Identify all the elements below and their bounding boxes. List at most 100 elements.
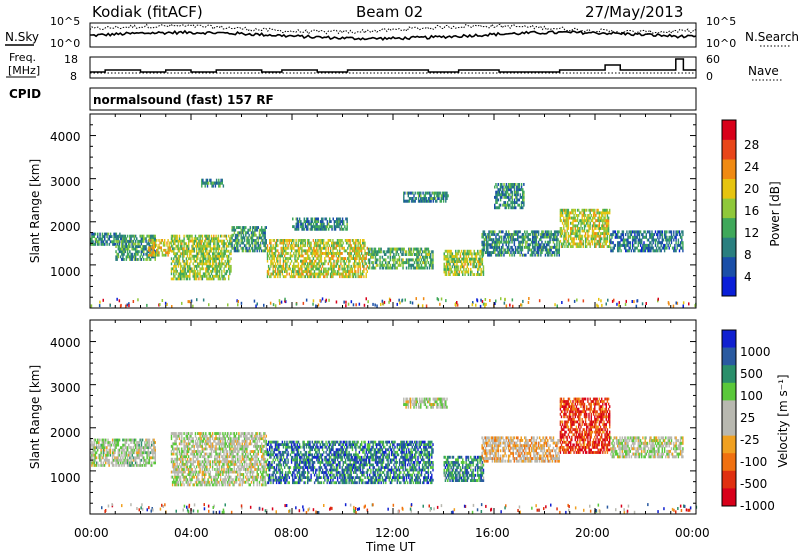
echo-cell bbox=[243, 228, 246, 232]
echo-cell bbox=[170, 272, 173, 276]
echo-cell bbox=[240, 301, 243, 305]
echo-cell bbox=[362, 270, 364, 273]
echo-cell bbox=[371, 247, 373, 251]
echo-cell bbox=[316, 246, 318, 250]
echo-cell bbox=[154, 252, 156, 256]
echo-cell bbox=[224, 249, 226, 253]
echo-cell bbox=[205, 262, 207, 266]
echo-cell bbox=[131, 247, 133, 251]
echo-cell bbox=[357, 252, 359, 255]
echo-cell bbox=[312, 267, 315, 271]
echo-cell bbox=[556, 235, 558, 239]
echo-cell bbox=[612, 233, 614, 237]
echo-cell bbox=[151, 234, 153, 238]
echo-cell bbox=[619, 246, 621, 250]
echo-cell bbox=[513, 253, 516, 257]
echo-cell bbox=[358, 252, 360, 255]
echo-cell bbox=[279, 275, 281, 279]
echo-cell bbox=[331, 254, 333, 258]
echo-cell bbox=[90, 304, 93, 308]
echo-cell bbox=[502, 185, 504, 189]
echo-cell bbox=[148, 461, 151, 465]
echo-cell bbox=[275, 249, 278, 253]
echo-cell bbox=[202, 267, 205, 271]
echo-cell bbox=[198, 262, 200, 266]
echo-cell bbox=[617, 235, 619, 239]
echo-cell bbox=[586, 237, 588, 241]
echo-cell bbox=[385, 261, 387, 265]
echo-cell bbox=[102, 298, 104, 302]
echo-cell bbox=[275, 259, 278, 263]
echo-cell bbox=[237, 231, 239, 235]
echo-cell bbox=[206, 244, 208, 248]
echo-cell bbox=[125, 258, 128, 261]
echo-cell bbox=[295, 264, 297, 268]
vel-cb-tick-m25: -25 bbox=[740, 433, 760, 447]
echo-cell bbox=[366, 264, 368, 268]
echo-cell bbox=[425, 250, 427, 254]
echo-cell bbox=[194, 234, 197, 238]
echo-cell bbox=[179, 272, 182, 276]
echo-cell bbox=[496, 201, 498, 204]
echo-cell bbox=[240, 228, 242, 232]
echo-cell bbox=[564, 232, 566, 235]
echo-cell bbox=[208, 252, 210, 256]
echo-cell bbox=[657, 243, 659, 247]
echo-cell bbox=[365, 267, 367, 271]
echo-cell bbox=[302, 222, 304, 226]
echo-cell bbox=[561, 301, 563, 304]
echo-cell bbox=[670, 238, 673, 242]
echo-cell bbox=[306, 275, 309, 279]
echo-cell bbox=[331, 227, 333, 231]
echo-cell bbox=[246, 231, 248, 235]
echo-cell bbox=[359, 239, 362, 242]
echo-cell bbox=[154, 239, 156, 243]
echo-cell bbox=[99, 232, 101, 236]
echo-cell bbox=[242, 231, 245, 235]
echo-cell bbox=[134, 252, 137, 256]
echo-cell bbox=[522, 233, 525, 236]
echo-cell bbox=[221, 249, 223, 253]
echo-cell bbox=[178, 237, 181, 240]
echo-cell bbox=[286, 264, 288, 268]
noise-search-trace bbox=[89, 23, 697, 35]
echo-cell bbox=[517, 233, 519, 236]
echo-cell bbox=[359, 246, 362, 250]
echo-cell bbox=[581, 227, 583, 230]
echo-cell bbox=[494, 185, 496, 189]
echo-cell bbox=[206, 237, 208, 240]
echo-cell bbox=[263, 249, 265, 253]
echo-cell bbox=[147, 448, 150, 452]
echo-cell bbox=[304, 262, 306, 266]
echo-cell bbox=[678, 230, 681, 234]
echo-cell bbox=[134, 239, 137, 243]
echo-cell bbox=[524, 230, 526, 234]
echo-cell bbox=[272, 303, 275, 307]
echo-cell bbox=[681, 238, 683, 242]
echo-cell bbox=[389, 255, 392, 259]
echo-cell bbox=[228, 254, 230, 258]
echo-cell bbox=[230, 244, 232, 248]
echo-cell bbox=[447, 252, 449, 256]
echo-cell bbox=[297, 246, 300, 250]
echo-cell bbox=[323, 239, 325, 242]
echo-cell bbox=[137, 245, 139, 248]
echo-cell bbox=[176, 247, 178, 251]
echo-cell bbox=[400, 263, 402, 267]
echo-cell bbox=[247, 231, 249, 235]
echo-cell bbox=[590, 239, 592, 243]
echo-cell bbox=[115, 245, 117, 248]
echo-cell bbox=[269, 301, 272, 305]
echo-cell bbox=[483, 230, 486, 234]
echo-cell bbox=[659, 235, 661, 239]
echo-cell bbox=[231, 246, 233, 250]
echo-cell bbox=[241, 236, 244, 240]
echo-cell bbox=[251, 239, 254, 242]
echo-cell bbox=[170, 269, 173, 273]
echo-cell bbox=[509, 253, 511, 257]
echo-cell bbox=[198, 277, 200, 281]
date-title: 27/May/2013 bbox=[585, 3, 684, 21]
echo-cell bbox=[355, 303, 357, 307]
echo-cell bbox=[336, 249, 339, 253]
echo-cell bbox=[140, 441, 143, 444]
